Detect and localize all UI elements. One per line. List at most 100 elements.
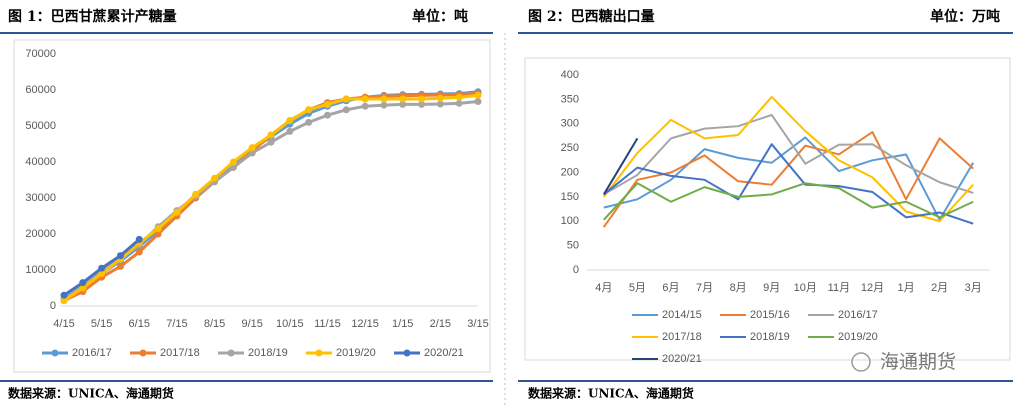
point	[229, 158, 237, 166]
point	[60, 291, 68, 299]
y-tick-label: 30000	[25, 192, 56, 204]
x-tick-label: 12月	[861, 282, 884, 294]
point	[116, 262, 124, 270]
y-tick-label: 70000	[25, 48, 56, 60]
point	[342, 95, 350, 103]
point	[98, 270, 106, 278]
x-tick-label: 2月	[931, 282, 948, 294]
y-tick-label: 60000	[25, 84, 56, 96]
x-tick-label: 12/15	[351, 318, 379, 330]
point	[98, 264, 106, 272]
x-tick-label: 3/15	[467, 318, 488, 330]
point	[267, 131, 275, 139]
source: 数据来源：UNICA、海通期货	[8, 386, 174, 401]
x-tick-label: 6月	[662, 282, 679, 294]
series-line	[603, 136, 975, 221]
x-tick-label: 10/15	[276, 318, 304, 330]
point	[380, 101, 388, 109]
y-tick-label: 10000	[25, 264, 56, 276]
point	[380, 95, 388, 103]
series-line	[603, 143, 974, 225]
point	[418, 95, 426, 103]
point	[455, 99, 463, 107]
point	[173, 208, 181, 216]
point	[79, 279, 87, 287]
panel-unit: 单位：万吨	[930, 8, 1000, 25]
legend-label: 2018/19	[750, 331, 790, 343]
point	[116, 252, 124, 260]
x-tick-label: 1月	[897, 282, 914, 294]
panel-title: 图 1：巴西甘蔗累计产糖量	[8, 8, 177, 25]
legend-label: 2017/18	[160, 347, 200, 359]
y-tick-label: 300	[561, 118, 579, 130]
point	[248, 149, 256, 157]
x-tick-label: 11/15	[314, 318, 341, 330]
legend-label: 2014/15	[662, 309, 702, 321]
x-tick-label: 6/15	[129, 318, 150, 330]
y-tick-label: 350	[561, 93, 579, 105]
point	[192, 190, 200, 198]
legend-label: 2020/21	[424, 347, 464, 359]
point	[286, 117, 294, 125]
point	[211, 174, 219, 182]
legend-label: 2016/17	[72, 347, 112, 359]
legend-label: 2016/17	[838, 309, 878, 321]
y-tick-label: 250	[561, 142, 579, 154]
x-tick-label: 1/15	[392, 318, 413, 330]
x-tick-label: 2/15	[430, 318, 451, 330]
watermark-icon	[851, 352, 871, 372]
y-tick-label: 50	[567, 240, 579, 252]
legend-label: 2018/19	[248, 347, 288, 359]
legend-label: 2019/20	[838, 331, 878, 343]
chart-frame	[524, 57, 1011, 361]
x-tick-label: 11月	[828, 282, 850, 294]
y-tick-label: 50000	[25, 120, 56, 132]
y-tick-label: 20000	[25, 228, 56, 240]
x-tick-label: 9月	[763, 282, 780, 294]
series-line	[602, 95, 974, 223]
point	[248, 144, 256, 152]
y-tick-label: 0	[50, 300, 56, 312]
point	[361, 102, 369, 110]
point	[455, 93, 463, 101]
point	[267, 138, 275, 146]
legend-label: 2019/20	[336, 347, 376, 359]
point	[60, 297, 68, 305]
point	[399, 100, 407, 108]
y-tick-label: 40000	[25, 156, 56, 168]
point	[229, 163, 237, 171]
x-tick-label: 9/15	[241, 318, 262, 330]
point	[323, 111, 331, 119]
x-tick-label: 5/15	[91, 318, 112, 330]
legend-marker	[403, 349, 411, 357]
legend-marker	[227, 349, 235, 357]
point	[79, 284, 87, 292]
legend-marker	[139, 349, 147, 357]
point	[361, 95, 369, 103]
point	[305, 106, 313, 114]
point	[135, 248, 143, 256]
point	[286, 127, 294, 135]
x-tick-label: 8月	[730, 282, 747, 294]
x-tick-label: 3月	[965, 282, 982, 294]
legend-label: 2015/16	[750, 309, 790, 321]
x-tick-label: 4月	[595, 282, 612, 294]
chart-frame	[13, 39, 491, 373]
x-tick-label: 5月	[629, 282, 646, 294]
point	[154, 225, 162, 233]
legend-marker	[51, 349, 59, 357]
point	[399, 95, 407, 103]
point	[474, 98, 482, 106]
y-tick-label: 150	[561, 191, 579, 203]
point	[135, 235, 143, 243]
x-tick-label: 7/15	[166, 318, 187, 330]
legend-label: 2020/21	[662, 353, 702, 365]
x-tick-label: 4/15	[53, 318, 74, 330]
panel-unit: 单位：吨	[412, 8, 468, 25]
x-tick-label: 8/15	[204, 318, 225, 330]
legend-marker	[315, 349, 323, 357]
point	[305, 118, 313, 126]
y-tick-label: 0	[573, 264, 579, 276]
